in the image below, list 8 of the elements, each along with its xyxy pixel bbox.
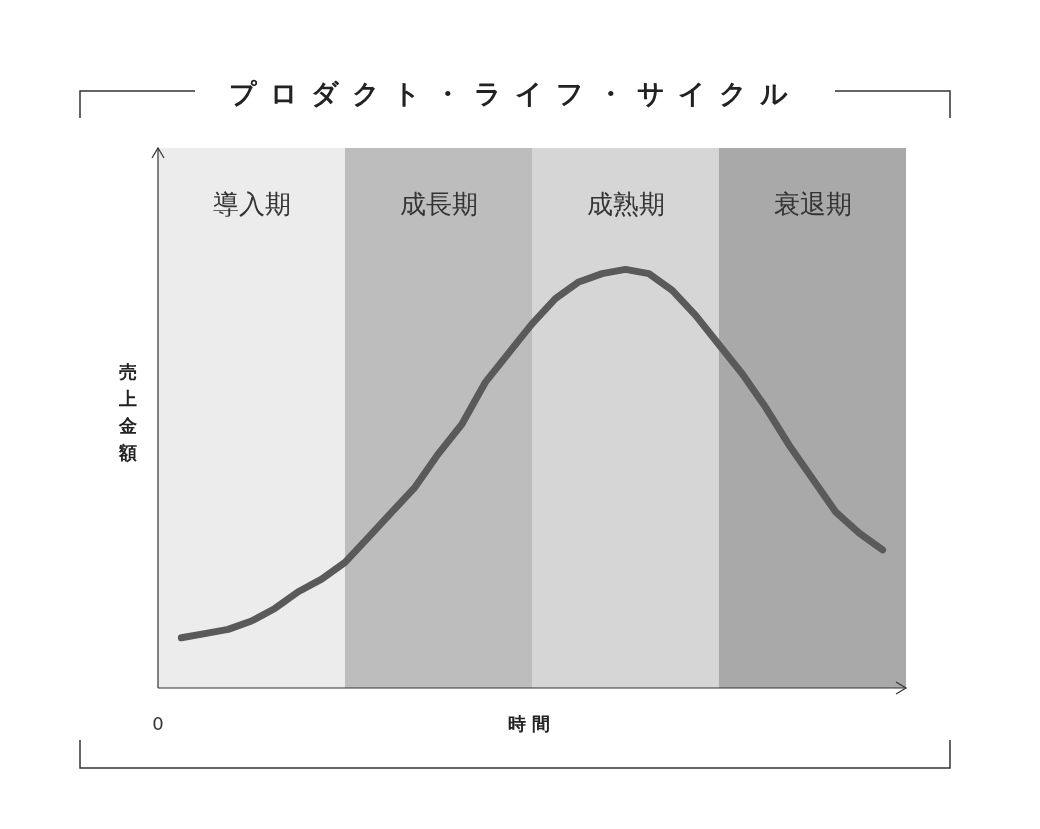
x-axis-title: 時間 bbox=[508, 713, 556, 734]
text: 成長期 bbox=[399, 189, 478, 219]
text: 成熟期 bbox=[586, 189, 665, 219]
text: 導入期 bbox=[212, 189, 291, 219]
y-axis-title: 売上金額 bbox=[118, 361, 137, 463]
chart-title: プロダクト・ライフ・サイクル bbox=[229, 78, 801, 109]
text: 0 bbox=[152, 713, 164, 734]
text: 衰退期 bbox=[773, 189, 852, 219]
